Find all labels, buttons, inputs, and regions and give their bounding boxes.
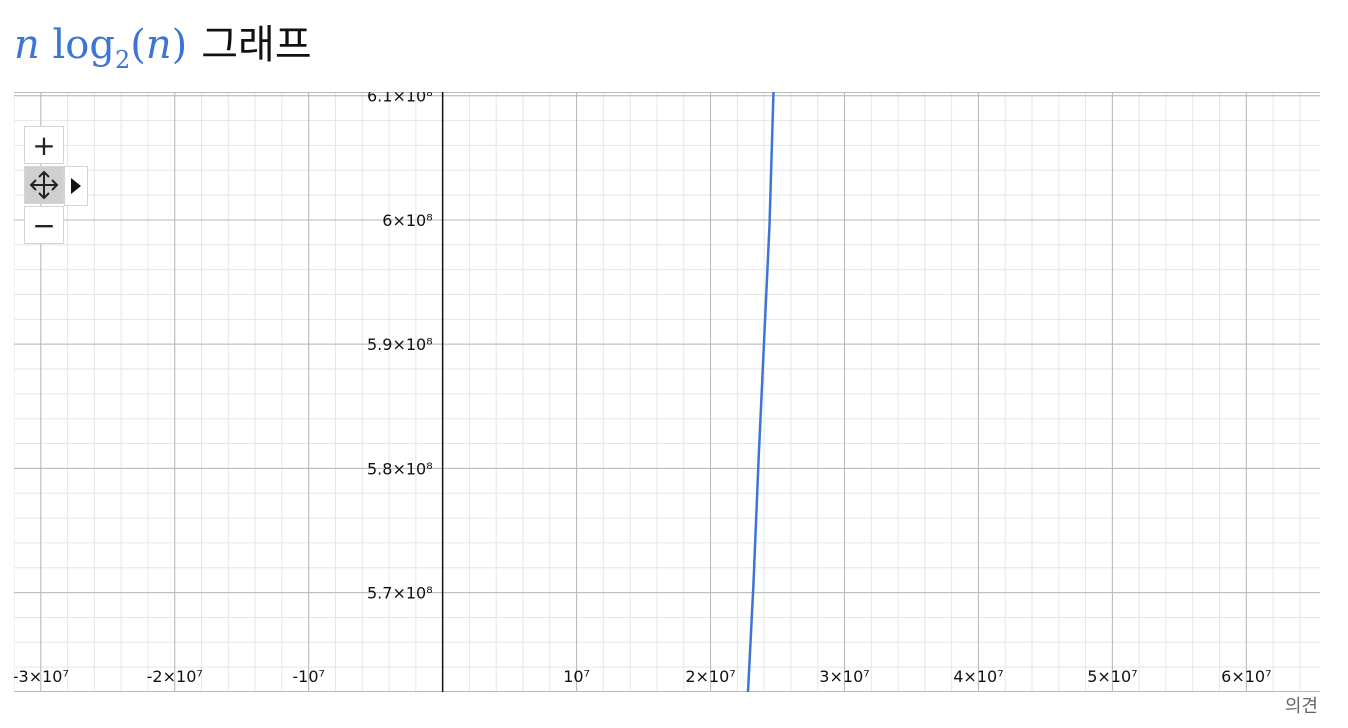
formula: n log2(n) <box>14 22 188 74</box>
x-tick-label: 4×10⁷ <box>953 667 1003 686</box>
zoom-out-button[interactable]: − <box>24 206 64 244</box>
page-title: n log2(n) 그래프 <box>14 12 312 74</box>
feedback-link[interactable]: 의견 <box>1284 696 1318 717</box>
y-tick-label: 6×10⁸ <box>382 211 432 230</box>
y-tick-label: 5.7×10⁸ <box>367 584 433 603</box>
x-tick-label: -2×10⁷ <box>147 667 203 686</box>
y-tick-label: 5.9×10⁸ <box>367 335 433 354</box>
y-tick-label: 6.1×10⁸ <box>367 92 433 106</box>
x-tick-label: 5×10⁷ <box>1087 667 1137 686</box>
chart[interactable]: -3×10⁷ -2×10⁷ -10⁷ 10⁷ 2×10⁷ 3×10⁷ 4×10⁷ 5×10⁷ 6… <box>14 92 1320 692</box>
move-icon[interactable] <box>24 166 64 204</box>
zoom-in-button[interactable]: + <box>24 126 64 164</box>
title-word: 그래프 <box>201 22 312 68</box>
x-tick-label: 2×10⁷ <box>685 667 735 686</box>
x-tick-label: -10⁷ <box>292 667 325 686</box>
x-tick-label: 3×10⁷ <box>819 667 869 686</box>
y-tick-label: 5.8×10⁸ <box>367 459 433 478</box>
x-tick-label: -3×10⁷ <box>14 667 69 686</box>
play-triangle-icon[interactable] <box>64 166 88 206</box>
series-line <box>746 92 775 692</box>
x-tick-label: 6×10⁷ <box>1221 667 1271 686</box>
x-tick-label: 10⁷ <box>563 667 590 686</box>
